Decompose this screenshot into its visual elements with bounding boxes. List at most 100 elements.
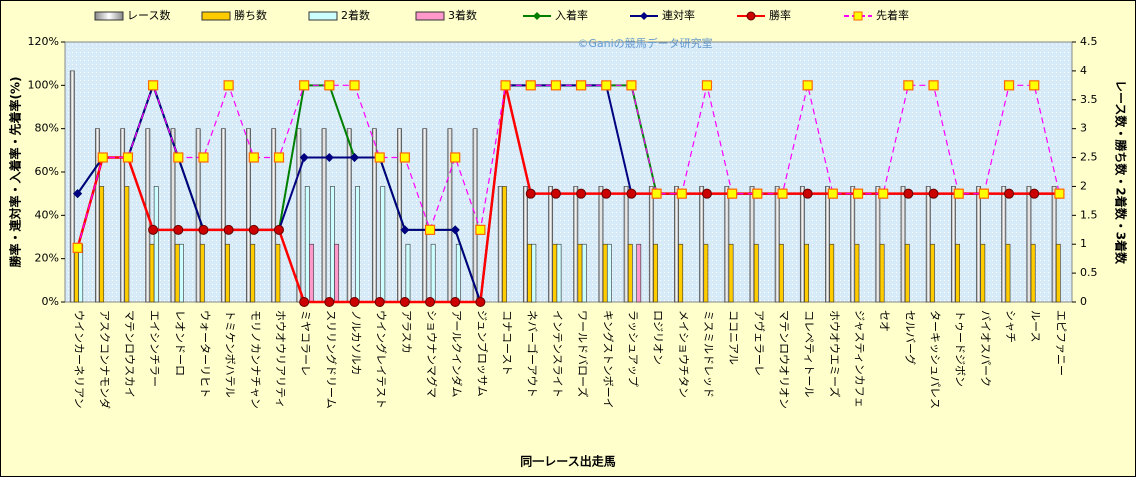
- x-tick-label: ウイングレイテスト: [375, 310, 389, 409]
- bar: [153, 186, 159, 303]
- bar: [753, 243, 759, 303]
- line-marker: [1029, 188, 1040, 199]
- line-marker: [349, 297, 360, 307]
- bar: [728, 243, 734, 303]
- bar: [636, 243, 642, 303]
- x-tick-label: ジャスティンカフェ: [853, 310, 866, 408]
- line-marker: [1054, 188, 1065, 199]
- y2-tick-label: 4: [1080, 64, 1087, 77]
- line-marker: [273, 152, 285, 163]
- x-tick-label: インテンスライト: [551, 310, 564, 398]
- legend-marker: [640, 12, 648, 20]
- x-tick-label: ホウオウエミーズ: [828, 310, 842, 397]
- line-marker: [1003, 80, 1015, 91]
- y2-tick-label: 2.5: [1080, 151, 1098, 164]
- line-marker: [450, 225, 460, 235]
- y2-tick-label: 3: [1080, 122, 1087, 135]
- legend-label: 入着率: [555, 8, 588, 22]
- y-tick-label: 60%: [35, 165, 59, 178]
- x-tick-label: ジュンブロッサム: [475, 310, 489, 397]
- legend-label: レース数: [127, 9, 170, 22]
- line-marker: [651, 188, 662, 199]
- line-marker: [72, 242, 83, 253]
- x-tick-label: ロジリオン: [652, 310, 665, 365]
- x-tick-label: アスクコンナモンダ: [98, 310, 112, 409]
- x-tick-label: ミスミルドレッド: [702, 310, 715, 398]
- bar: [627, 243, 633, 303]
- line-marker: [575, 80, 587, 91]
- line-marker: [701, 188, 712, 199]
- x-tick-label: ワールドバローズ: [576, 310, 590, 397]
- bar: [99, 186, 105, 303]
- bar: [724, 186, 730, 303]
- bar: [330, 186, 335, 303]
- line: [77, 83, 1060, 248]
- bar: [581, 243, 587, 303]
- legend-label: 先着率: [876, 8, 909, 22]
- line-marker: [223, 224, 234, 235]
- line-marker: [374, 297, 385, 307]
- legend-label: 3着数: [448, 8, 477, 22]
- bar: [703, 243, 709, 303]
- line-marker: [349, 80, 360, 91]
- x-tick-label: レオンドーロ: [173, 310, 186, 376]
- x-tick-label: セオ: [878, 310, 891, 332]
- y-tick-label: 20%: [35, 252, 59, 265]
- y2-tick-label: 1: [1080, 237, 1087, 250]
- bar: [309, 243, 314, 303]
- line-marker: [198, 224, 209, 235]
- line-marker: [752, 188, 763, 199]
- bar: [904, 243, 910, 303]
- line-marker: [399, 297, 410, 307]
- line-marker: [399, 152, 410, 163]
- y-tick-label: 80%: [35, 122, 59, 135]
- line-marker: [299, 80, 310, 91]
- line-marker: [500, 80, 511, 91]
- y-tick-label: 40%: [35, 208, 59, 221]
- y-tick-label: 120%: [28, 35, 59, 48]
- plot-area: [64, 41, 1073, 303]
- bar: [472, 128, 478, 303]
- bar: [149, 243, 155, 303]
- bar: [900, 186, 906, 303]
- bar: [804, 243, 809, 303]
- bar: [602, 243, 608, 303]
- line-marker: [148, 224, 159, 235]
- bar: [778, 243, 784, 303]
- x-tick-label: ショウナンマグマ: [425, 310, 439, 398]
- x-tick-label: ウインカーネリアン: [73, 310, 86, 409]
- bar: [321, 128, 327, 303]
- line-marker: [978, 188, 989, 199]
- line-marker: [903, 188, 914, 199]
- line-marker: [676, 188, 687, 199]
- line-marker: [223, 80, 234, 91]
- bar: [749, 186, 755, 303]
- bar: [1026, 186, 1032, 303]
- line-marker: [525, 80, 536, 91]
- bar: [178, 243, 184, 303]
- line-marker: [324, 152, 334, 162]
- line-marker: [73, 189, 83, 199]
- bar: [799, 186, 805, 303]
- x-tick-label: アラスカ: [400, 310, 413, 354]
- bar: [556, 243, 562, 303]
- legend-label: 2着数: [341, 8, 370, 22]
- bar: [606, 243, 612, 303]
- x-tick-label: コレペティトール: [803, 310, 816, 397]
- x-tick-label: セルバーグ: [903, 310, 917, 365]
- line-marker: [350, 152, 360, 162]
- bar: [850, 186, 856, 303]
- line-marker: [550, 80, 562, 91]
- x-tick-label: バイオスパーク: [979, 310, 992, 387]
- bar: [405, 243, 411, 303]
- x-tick-label: ホウオウリアリティ: [274, 310, 287, 408]
- bar: [497, 186, 503, 303]
- line-marker: [324, 297, 335, 307]
- bar: [220, 128, 226, 303]
- x-tick-label: シャチ: [1004, 310, 1017, 343]
- y-tick-label: 0%: [42, 295, 59, 308]
- y2-tick-label: 4.5: [1080, 35, 1098, 48]
- bar: [271, 128, 277, 303]
- bar: [296, 128, 302, 303]
